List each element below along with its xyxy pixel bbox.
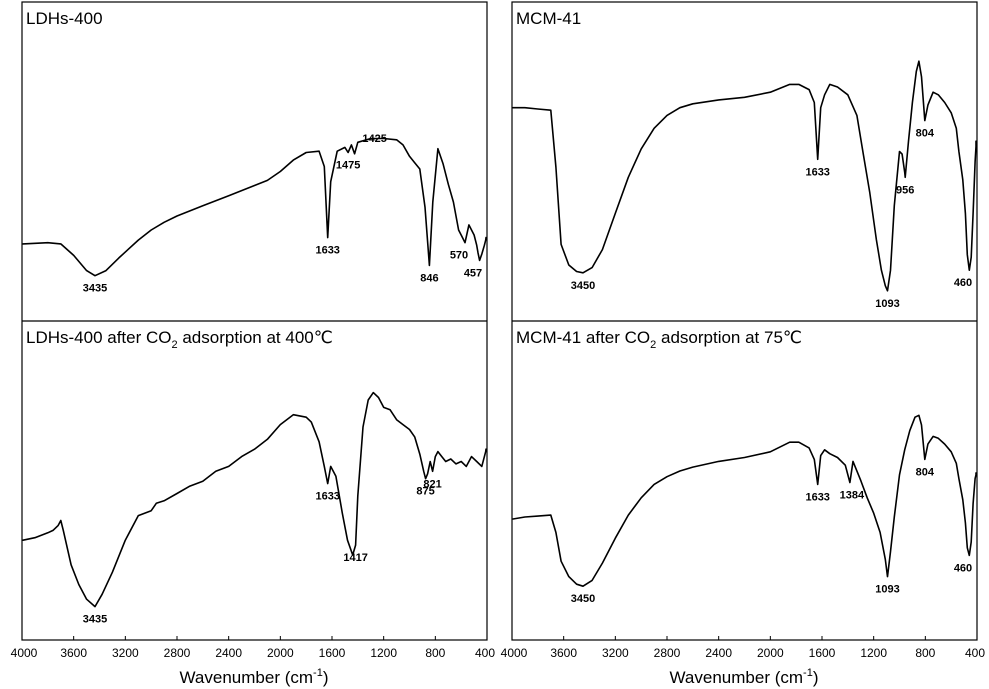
right-x-tick-label-400: 400 [965,646,985,660]
peak-label-mcm-41-co2-3450: 3450 [571,593,595,605]
right-x-tick-label-3600: 3600 [550,646,577,660]
left-x-axis-title-sup: -1 [313,667,323,679]
left-x-tick-label-4000: 4000 [11,646,38,660]
left-x-tick-label-1600: 1600 [319,646,346,660]
panel-title-mcm-41: MCM-41 [516,9,581,28]
peak-label-ldhs-400-3435: 3435 [83,283,107,295]
panel-title-mcm-41-co2-part2: adsorption at 75℃ [656,328,802,347]
peak-label-mcm-41-co2-1633: 1633 [805,491,829,503]
peak-label-mcm-41-1633: 1633 [805,166,829,178]
panel-title-mcm-41-co2: MCM-41 after CO2 adsorption at 75℃ [516,328,802,351]
right-x-tick-label-2800: 2800 [654,646,681,660]
peak-label-mcm-41-956: 956 [896,184,914,196]
right-x-axis-title-text: Wavenumber (cm [670,668,804,687]
peak-label-ldhs-400-457: 457 [464,267,482,279]
peak-label-mcm-41-460: 460 [954,277,972,289]
right-x-tick-label-2400: 2400 [705,646,732,660]
right-x-tick-label-3200: 3200 [602,646,629,660]
peak-label-ldhs-400-1633: 1633 [315,245,339,257]
peak-label-ldhs-400-1475: 1475 [336,160,360,172]
panel-title-ldhs-400-co2: LDHs-400 after CO2 adsorption at 400℃ [26,328,333,351]
panel-ldhs-400-co2: LDHs-400 after CO2 adsorption at 400℃ [22,328,487,608]
peak-label-ldhs-400-1425: 1425 [362,133,386,145]
right-x-tick-label-1600: 1600 [809,646,836,660]
peak-label-ldhs-400-846: 846 [420,273,438,285]
peak-label-mcm-41-co2-804: 804 [916,466,935,478]
right-x-axis-title-close: ) [813,668,819,687]
right-x-axis-title: Wavenumber (cm-1) [670,667,819,687]
left-x-tick-label-1200: 1200 [370,646,397,660]
panel-title-ldhs-400-co2-part2: adsorption at 400℃ [178,328,333,347]
series-line-ldhs-400-co2 [22,391,487,608]
left-x-tick-label-3600: 3600 [60,646,87,660]
series-line-mcm-41-co2 [512,414,977,587]
left-x-tick-label-2000: 2000 [267,646,294,660]
peak-labels: 3435 1633 1425 1475 846 570 457 3450 1633 1093 956… [83,128,972,626]
panel-title-mcm-41-co2-part1: MCM-41 after CO [516,328,650,347]
peak-label-mcm-41-1093: 1093 [875,298,899,310]
peak-label-mcm-41-3450: 3450 [571,280,595,292]
panel-ldhs-400: LDHs-400 [22,9,487,277]
right-x-axis-title-sup: -1 [803,667,813,679]
series-line-mcm-41 [512,60,977,292]
panel-title-mcm-41-co2-sub: 2 [650,339,656,351]
peak-label-mcm-41-co2-1384: 1384 [840,490,865,502]
series-line-ldhs-400 [22,137,487,277]
peak-label-ldhs-400-co2-1633: 1633 [315,491,339,503]
peak-label-mcm-41-co2-1093: 1093 [875,584,899,596]
panel-title-ldhs-400-co2-sub: 2 [172,339,178,351]
panel-title-ldhs-400-co2-part1: LDHs-400 after CO [26,328,172,347]
panel-mcm-41: MCM-41 [512,9,977,292]
left-x-tick-label-400: 400 [475,646,495,660]
left-x-tick-label-3200: 3200 [112,646,139,660]
peak-label-mcm-41-co2-460: 460 [954,562,972,574]
peak-label-ldhs-400-co2-3435: 3435 [83,614,107,626]
left-x-tick-label-2800: 2800 [164,646,191,660]
right-x-tick-label-2000: 2000 [757,646,784,660]
left-x-tick-label-2400: 2400 [215,646,242,660]
right-x-tick-label-800: 800 [915,646,935,660]
right-x-tick-label-1200: 1200 [860,646,887,660]
peak-label-mcm-41-804: 804 [916,128,935,140]
left-x-tick-label-800: 800 [425,646,445,660]
left-x-axis-title-close: ) [323,668,329,687]
peak-label-ldhs-400-co2-821: 821 [423,478,441,490]
panel-title-ldhs-400: LDHs-400 [26,9,103,28]
right-x-tick-label-4000: 4000 [501,646,528,660]
left-x-axis-title-text: Wavenumber (cm [180,668,314,687]
panel-mcm-41-co2: MCM-41 after CO2 adsorption at 75℃ [512,328,977,587]
peak-label-ldhs-400-co2-875: 875 [416,486,434,498]
peak-label-ldhs-400-570: 570 [450,250,468,262]
peak-label-ldhs-400-co2-1417: 1417 [343,552,367,564]
left-x-axis: 4000 3600 3200 2800 2400 2000 1600 1200 800 400 [11,636,495,660]
right-x-axis: 4000 3600 3200 2800 2400 2000 1600 1200 800 400 [501,636,985,660]
left-x-axis-title: Wavenumber (cm-1) [180,667,329,687]
